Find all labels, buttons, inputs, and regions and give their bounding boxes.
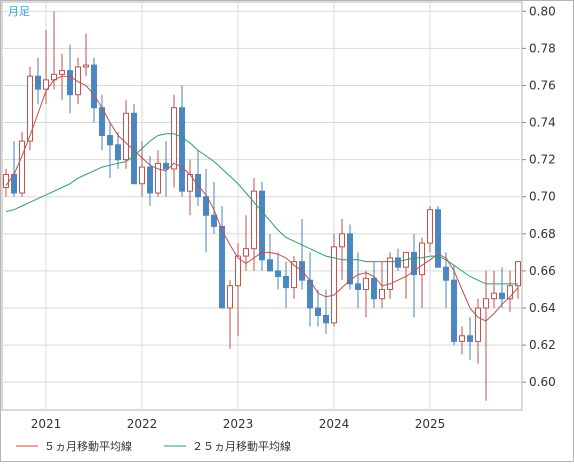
candle-body-down [275,270,281,277]
x-tick-label: 2021 [31,417,62,431]
candle-body-up [243,248,249,257]
candle-body-up [339,233,345,248]
y-tick-label: 0.76 [529,78,556,92]
candle-body-up [507,285,513,300]
candle-body-down [115,144,121,161]
candle-body-down [283,275,289,289]
y-tick-label: 0.66 [529,264,556,278]
candle-body-up [291,261,297,289]
candle-body-up [155,162,161,194]
candle-body-up [123,112,129,161]
candle-body-down [219,225,225,309]
candle-body-down [179,107,185,192]
y-tick-label: 0.74 [529,116,556,130]
candle-body-down [107,135,113,146]
candle-body-down [259,190,265,261]
x-tick-label: 2023 [223,417,254,431]
candle-body-down [35,75,41,90]
candle-body-down [371,277,377,300]
candle-body-down [147,166,153,194]
candle-body-down [467,335,473,342]
candle-body-up [331,246,337,324]
y-tick-label: 0.64 [529,301,556,315]
candle-body-down [267,259,273,272]
legend-label-ma5: ５ヵ月移動平均線 [44,439,132,453]
candle-body-up [459,335,465,342]
candle-body-up [227,285,233,309]
candle-body-down [91,64,97,109]
candle-body-down [347,233,353,285]
legend-label-ma25: ２５ヵ月移動平均線 [192,439,291,453]
candle-body-down [499,292,505,300]
candle-body-down [67,70,73,96]
candle-body-up [59,70,65,75]
candle-body-down [307,279,313,309]
candle-body-up [387,257,393,290]
y-tick-label: 0.62 [529,338,556,352]
candle-body-down [211,214,217,227]
candle-body-up [27,75,33,142]
candle-body-down [435,209,441,268]
candle-body-down [443,266,449,281]
y-tick-label: 0.68 [529,227,556,241]
x-tick-label: 2024 [319,417,350,431]
y-tick-label: 0.70 [529,190,556,204]
candle-body-up [235,255,241,287]
candle-body-up [419,242,425,276]
candle-body-down [411,251,417,276]
candle-body-down [315,307,321,316]
candle-body-up [379,288,385,300]
candle-body-up [3,173,9,188]
y-tick-label: 0.60 [529,375,556,389]
x-tick-label: 2025 [415,417,446,431]
y-tick-label: 0.78 [529,41,556,55]
candle-body-down [203,196,209,216]
candle-body-up [139,166,145,185]
candle-body-up [171,107,177,170]
y-tick-label: 0.80 [529,4,556,18]
candle-body-down [163,162,169,170]
y-tick-label: 0.72 [529,153,556,167]
candle-body-up [75,66,81,96]
candle-body-down [395,257,401,268]
period-label: 月足 [8,5,30,18]
candle-body-down [451,279,457,342]
candle-body-up [19,140,25,194]
candle-body-up [475,307,481,342]
candle-body-up [491,292,497,300]
candle-body-up [251,190,257,250]
candle-body-up [427,209,433,244]
candle-body-up [483,298,489,309]
candle-body-down [355,283,361,290]
candle-body-down [323,314,329,324]
candle-body-up [515,261,521,287]
ma5-line [5,75,519,322]
x-tick-label: 2022 [127,417,158,431]
candle-body-up [43,79,49,90]
candle-body-up [83,64,89,68]
ma25-line [5,133,518,285]
candle-body-up [363,277,369,290]
